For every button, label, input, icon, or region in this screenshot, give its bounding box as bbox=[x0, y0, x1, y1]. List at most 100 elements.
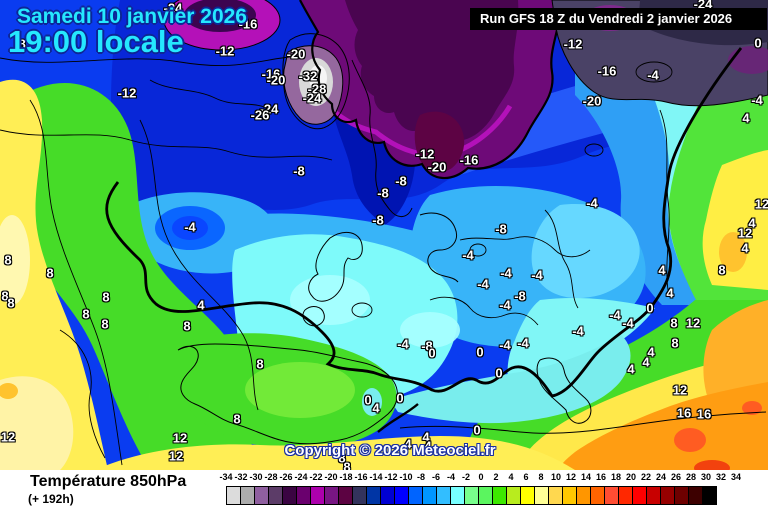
temp-value-label: 0 bbox=[476, 344, 484, 360]
map-canvas bbox=[0, 0, 768, 470]
scale-color-block bbox=[240, 486, 255, 505]
region-atlantic-bulge-inner bbox=[172, 216, 208, 240]
scale-tick: 24 bbox=[655, 472, 667, 482]
region-red-spot-4 bbox=[694, 460, 730, 470]
temp-value-label: -24 bbox=[302, 90, 322, 106]
temp-value-label: 12 bbox=[754, 196, 768, 212]
temp-value-label: -32 bbox=[298, 68, 318, 84]
temp-value-label: 0 bbox=[473, 422, 481, 438]
scale-color-block bbox=[674, 486, 689, 505]
temp-value-label: 4 bbox=[748, 215, 756, 231]
region-southeast-orange bbox=[560, 382, 768, 470]
temp-value-label: -16 bbox=[597, 63, 617, 79]
scale-tick: -34 bbox=[219, 472, 233, 482]
contour-zero-line-spain bbox=[377, 403, 419, 433]
temp-value-label: -4 bbox=[462, 247, 474, 263]
temp-value-label: -4 bbox=[517, 335, 529, 351]
temp-value-label: -12 bbox=[415, 146, 435, 162]
temp-value-label: 8 bbox=[671, 335, 679, 351]
scale-tick: 18 bbox=[610, 472, 622, 482]
scale-color-block bbox=[688, 486, 703, 505]
temp-value-label: 0 bbox=[495, 365, 503, 381]
scale-tick: 8 bbox=[538, 472, 544, 482]
scale-tick: 20 bbox=[625, 472, 637, 482]
scale-tick: -18 bbox=[339, 472, 353, 482]
scale-color-block bbox=[408, 486, 423, 505]
temp-value-label: -28 bbox=[307, 81, 327, 97]
temp-value-label: 4 bbox=[422, 429, 430, 445]
region-red-spot-3 bbox=[742, 401, 762, 415]
scale-color-block bbox=[282, 486, 297, 505]
temp-value-label: -16 bbox=[261, 66, 281, 82]
temp-value-label: -4 bbox=[572, 323, 584, 339]
temp-value-label: 12 bbox=[168, 448, 184, 464]
temp-value-label: 8 bbox=[183, 318, 191, 334]
temp-value-label: -16 bbox=[238, 16, 258, 32]
scale-tick: 4 bbox=[508, 472, 514, 482]
region-right-yellow bbox=[702, 150, 768, 290]
contour-isolines bbox=[0, 55, 670, 466]
temp-value-label: -4 bbox=[184, 219, 196, 235]
scale-color-block bbox=[254, 486, 269, 505]
copyright-watermark: Copyright © 2026 Meteociel.fr bbox=[284, 442, 496, 459]
scale-color-block bbox=[590, 486, 605, 505]
region-bottom-yellow-band bbox=[95, 436, 575, 470]
temp-value-label: 4 bbox=[424, 438, 432, 454]
region-pale-cyan-1 bbox=[290, 275, 370, 325]
region-magenta-ring-core bbox=[184, 0, 256, 32]
temp-value-label: 0 bbox=[646, 300, 654, 316]
temp-value-label: 12 bbox=[672, 382, 688, 398]
temp-value-label: -8 bbox=[395, 173, 407, 189]
scale-color-block bbox=[478, 486, 493, 505]
region-iberia-cyan-spot bbox=[362, 388, 382, 416]
scale-color-block bbox=[310, 486, 325, 505]
scale-color-block bbox=[450, 486, 465, 505]
scale-color-block bbox=[618, 486, 633, 505]
temp-value-label: -8 bbox=[14, 36, 26, 52]
temp-value-label: 4 bbox=[647, 344, 655, 360]
temp-value-label: 8 bbox=[1, 288, 9, 304]
scale-tick: 14 bbox=[580, 472, 592, 482]
scale-color-block bbox=[506, 486, 521, 505]
region-central-lighter bbox=[531, 204, 640, 299]
contour-zero-line bbox=[105, 47, 743, 398]
temp-value-label: -8 bbox=[377, 185, 389, 201]
temp-value-label: 4 bbox=[627, 361, 635, 377]
scale-tick: -26 bbox=[279, 472, 293, 482]
temp-value-label: 4 bbox=[404, 436, 412, 452]
scale-tick: 28 bbox=[685, 472, 697, 482]
temp-value-label: -12 bbox=[117, 85, 137, 101]
temp-value-label: 8 bbox=[102, 289, 110, 305]
temp-value-label: -4 bbox=[531, 267, 543, 283]
temp-value-label: 8 bbox=[46, 265, 54, 281]
temp-value-label: -4 bbox=[751, 92, 763, 108]
temp-value-label: -20 bbox=[266, 72, 286, 88]
scale-tick: -14 bbox=[369, 472, 383, 482]
temp-value-label: 4 bbox=[372, 400, 380, 416]
temp-value-label: 16 bbox=[676, 405, 692, 421]
temp-value-label: 4 bbox=[742, 110, 750, 126]
scale-color-block bbox=[296, 486, 311, 505]
scale-tick: -16 bbox=[354, 472, 368, 482]
temp-value-label: -4 bbox=[609, 307, 621, 323]
run-info-box: Run GFS 18 Z du Vendredi 2 janvier 2026 bbox=[470, 8, 767, 30]
region-pale-yellow-2 bbox=[0, 376, 74, 470]
scale-tick: -24 bbox=[294, 472, 308, 482]
contour-purple-outline bbox=[299, 0, 562, 180]
forecast-date: Samedi 10 janvier 2026 bbox=[17, 5, 247, 28]
temperature-labels-layer: -8 -24 -16 -12 -20 -16 -20 -32 -28 -24 -24 -26 -12 -1… bbox=[1, 0, 768, 470]
temp-value-label: -20 bbox=[427, 159, 447, 175]
region-right-gold-spot bbox=[719, 232, 747, 272]
contour-lines bbox=[0, 33, 767, 466]
region-pale-cyan-2 bbox=[400, 312, 460, 348]
scale-tick: -20 bbox=[324, 472, 338, 482]
color-scale: -34 -32 -30 -28 -26 -24 -22 -20 -18 -16 -14 -12 -10-… bbox=[219, 472, 756, 510]
region-mediterranean-cyan bbox=[390, 334, 631, 424]
temp-value-label: -8 bbox=[495, 221, 507, 237]
scale-color-block bbox=[534, 486, 549, 505]
scale-tick: 6 bbox=[523, 472, 529, 482]
scale-color-block bbox=[352, 486, 367, 505]
region-red-spot-1 bbox=[674, 428, 706, 452]
temp-value-label: 8 bbox=[101, 316, 109, 332]
scale-tick: -8 bbox=[416, 472, 426, 482]
